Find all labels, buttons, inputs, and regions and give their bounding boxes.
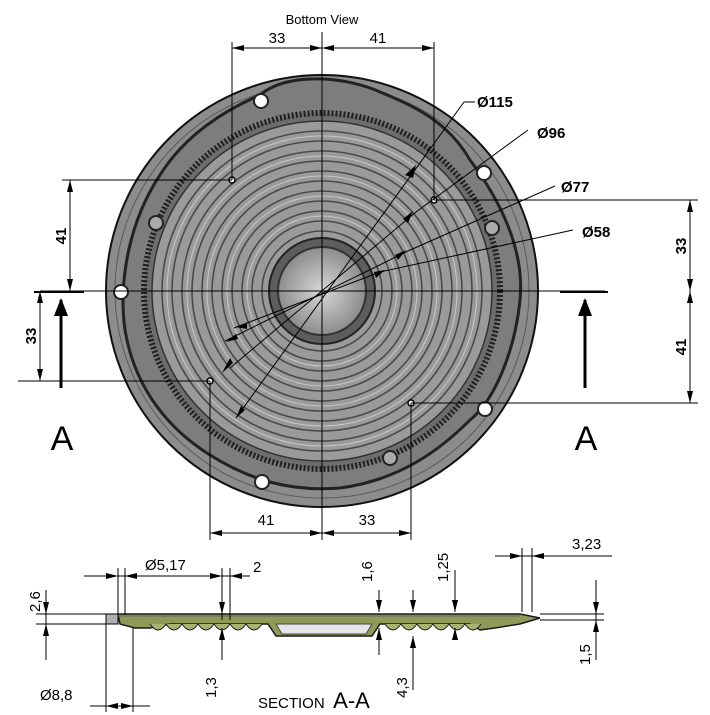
dim-5-17-label: Ø5,17 (145, 557, 186, 574)
section-title: SECTION A-A (258, 688, 370, 713)
bottom-dim-left-label: 41 (258, 512, 275, 529)
diameter-115-label: Ø115 (477, 94, 513, 111)
section-marker-left-label: A (51, 420, 74, 458)
section-title-prefix: SECTION (258, 695, 325, 712)
dim-3-23-label: 3,23 (572, 536, 601, 553)
dim-1-6-label: 1,6 (359, 561, 376, 582)
section-profile (105, 613, 541, 637)
section-marker-right: A (560, 291, 608, 458)
left-dim-lower-label: 33 (23, 328, 40, 345)
diameter-96-label: Ø96 (537, 125, 565, 142)
section-title-letters: A-A (333, 688, 370, 713)
diameter-58-label: Ø58 (582, 224, 610, 241)
dim-2-6-label: 2,6 (27, 591, 44, 612)
dim-8-8-label: Ø8,8 (40, 687, 73, 704)
left-dimension (18, 179, 232, 382)
section-dimension-arrows (43, 553, 599, 709)
view-title: Bottom View (286, 12, 359, 27)
dim-1-5-label: 1,5 (577, 644, 594, 665)
diameter-labels: Ø115 Ø96 Ø77 Ø58 (477, 94, 610, 241)
right-dimension-arrows (687, 200, 693, 403)
section-dimension-labels: Ø5,17 2 1,6 1,25 3,23 2,6 1,3 4,3 1,5 Ø8… (27, 536, 601, 704)
section-marker-right-label: A (575, 420, 598, 458)
left-dimension-arrows (37, 180, 73, 381)
right-dim-upper-label: 33 (673, 238, 690, 255)
dim-2-label: 2 (253, 559, 261, 576)
section-marker-left: A (34, 291, 84, 458)
dim-4-3-label: 4,3 (394, 677, 411, 698)
dim-1-3-label: 1,3 (203, 677, 220, 698)
right-dimension (411, 199, 698, 404)
left-dim-upper-label: 41 (53, 228, 70, 245)
top-dimension-arrows (232, 45, 434, 51)
diameter-arrowheads (222, 165, 416, 418)
bottom-dimension-arrows (210, 530, 411, 536)
dim-1-25-label: 1,25 (435, 553, 452, 582)
top-dim-left-label: 33 (269, 30, 286, 47)
right-dim-lower-label: 41 (673, 339, 690, 356)
bottom-dim-right-label: 33 (359, 512, 376, 529)
top-dim-right-label: 41 (370, 30, 387, 47)
diameter-77-label: Ø77 (561, 179, 589, 196)
